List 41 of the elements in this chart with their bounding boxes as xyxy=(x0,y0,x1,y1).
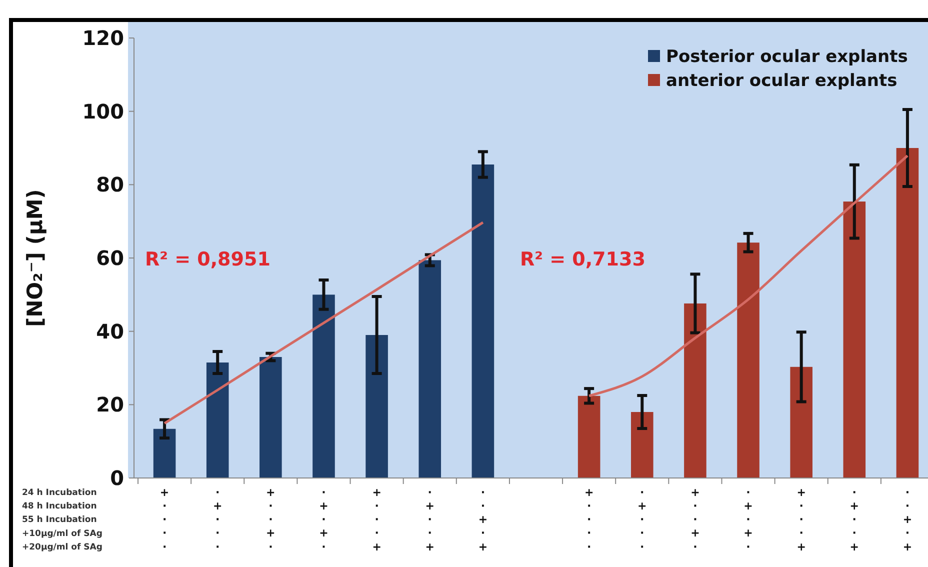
bar xyxy=(843,202,866,478)
x-tick-label: · + · · + xyxy=(850,486,860,554)
bar xyxy=(312,294,335,478)
legend-label: Posterior ocular explants xyxy=(666,46,908,67)
y-tick-label: 60 xyxy=(96,246,124,270)
bar xyxy=(684,303,706,478)
y-tick-label: 80 xyxy=(96,172,124,197)
x-tick-label: · + · · · xyxy=(638,486,647,554)
x-tick-label: · + · + · xyxy=(744,486,753,554)
annotation: R² = 0,8951 xyxy=(145,248,270,270)
bar xyxy=(790,366,812,478)
x-tick-label: + · · + · xyxy=(690,486,700,554)
bar xyxy=(366,335,388,478)
x-tick-label: · · + · + xyxy=(902,486,912,554)
bar xyxy=(260,357,282,478)
x-tick-label: · + · · · xyxy=(212,486,222,554)
bar xyxy=(737,242,760,478)
x-tick-label: + · · · + xyxy=(372,486,382,554)
bar xyxy=(418,260,442,478)
x-tick-label: + · · · · xyxy=(584,486,594,554)
x-tick-label: + · · · · xyxy=(160,486,170,554)
x-tick-label: · + · · + xyxy=(425,486,434,554)
x-tick-label: · · + · + xyxy=(478,486,488,554)
bar xyxy=(206,362,229,478)
y-tick-label: 120 xyxy=(82,26,124,50)
annotation: R² = 0,7133 xyxy=(520,248,646,270)
y-tick-label: 20 xyxy=(96,392,124,417)
x-tick-label: · + · + · xyxy=(319,486,328,554)
y-tick-label: 0 xyxy=(110,466,124,490)
text: 24 h Incubation 48 h Incubation 55 h Incubation +10µg/ml of SAg +20µg/ml of SAg xyxy=(22,488,102,552)
y-tick-label: 40 xyxy=(96,319,124,344)
x-tick-label: + · · · + xyxy=(796,486,806,554)
x-tick-label: + · · + · xyxy=(266,486,276,554)
bar xyxy=(896,148,919,478)
bar xyxy=(630,412,654,478)
bar xyxy=(153,428,176,478)
bar xyxy=(472,164,494,478)
legend-label: anterior ocular explants xyxy=(666,70,898,91)
y-axis-title: [NO₂⁻] (µM) xyxy=(23,189,47,327)
y-tick-label: 100 xyxy=(82,99,124,124)
bar xyxy=(578,396,600,478)
